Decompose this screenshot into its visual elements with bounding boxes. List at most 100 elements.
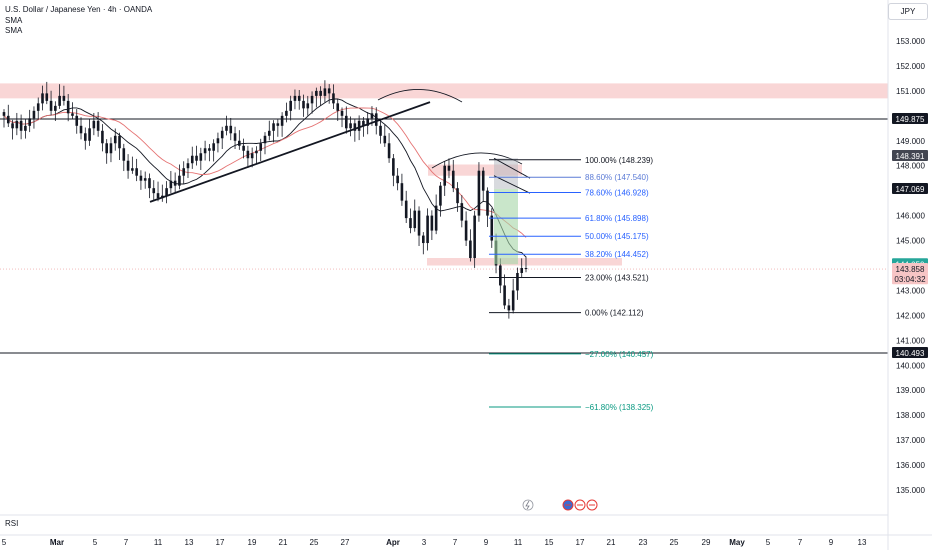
candle-body (400, 183, 404, 201)
candle-body (143, 178, 147, 181)
candle-body (165, 188, 168, 196)
candle-body (49, 100, 53, 111)
currency-button[interactable]: JPY (888, 3, 928, 20)
time-tick-label: 9 (484, 538, 489, 547)
candle-body (126, 160, 130, 171)
time-tick-label: 17 (216, 538, 225, 547)
resistance-zone (0, 83, 888, 99)
price-tick-label: 137.000 (896, 436, 925, 445)
sma-indicator-1[interactable]: SMA (5, 15, 23, 25)
candle-body (135, 168, 138, 176)
candle-body (131, 168, 134, 171)
candle-body (190, 155, 194, 164)
time-tick-label: 5 (2, 538, 7, 547)
time-tick-label: 7 (124, 538, 129, 547)
fib-level-label: −27.00% (140.457) (585, 350, 654, 359)
price-axis-badge-label: 147.069 (896, 185, 925, 194)
sma-indicator-2[interactable]: SMA (5, 26, 23, 35)
candle-body (122, 148, 126, 161)
price-tick-label: 141.000 (896, 336, 925, 345)
candle-body (156, 193, 160, 199)
price-axis-badge (892, 149, 928, 161)
candle-body (306, 103, 310, 109)
candle-body (6, 115, 10, 124)
time-tick-label: 25 (310, 538, 319, 547)
candle-body (41, 93, 44, 104)
candle-body (473, 215, 476, 259)
price-tick-label: 143.000 (896, 286, 925, 295)
time-tick-label: 21 (279, 538, 288, 547)
price-tick-label: 135.000 (896, 486, 925, 495)
candle-body (417, 210, 421, 236)
price-axis-badge-label: 148.391 (896, 152, 925, 161)
time-tick-label: 5 (766, 538, 771, 547)
candle-body (32, 110, 36, 119)
candle-body (276, 123, 280, 126)
candle-body (520, 267, 524, 273)
candle-body (490, 215, 494, 241)
price-axis-badge-label: 03:04:32 (894, 275, 926, 284)
candle-body (315, 90, 318, 96)
candle-body (503, 285, 506, 306)
candle-body (182, 168, 186, 176)
candle-body (267, 130, 271, 136)
candle-body (430, 215, 434, 231)
candle-body (272, 123, 275, 131)
time-tick-label: 7 (453, 538, 458, 547)
symbol-title[interactable]: U.S. Dollar / Japanese Yen · 4h · OANDA (5, 5, 153, 14)
candle-body (242, 145, 245, 151)
resistance-zone (428, 164, 522, 176)
candle-body (246, 150, 250, 159)
candle-body (524, 267, 528, 270)
candle-body (71, 113, 74, 116)
candle-body (443, 165, 447, 186)
candle-body (58, 95, 61, 106)
candle-body (344, 115, 348, 129)
candle-body (148, 178, 151, 189)
candle-body (186, 163, 190, 169)
candle-body (62, 95, 66, 101)
position-stop-zone (494, 158, 518, 189)
candle-body (45, 93, 49, 101)
price-tick-label: 153.000 (896, 37, 925, 46)
candle-body (439, 185, 442, 206)
price-axis-badge (892, 263, 928, 275)
time-tick-label: Mar (50, 538, 64, 547)
candle-body (387, 143, 391, 159)
candle-body (511, 290, 515, 311)
time-tick-label: 3 (422, 538, 427, 547)
candle-body (79, 125, 83, 134)
candle-body (332, 93, 335, 104)
candle-body (486, 190, 489, 216)
fib-level-label: 38.20% (144.452) (585, 250, 649, 259)
candle-body (392, 158, 395, 176)
candle-body (499, 265, 502, 286)
price-axis-badge-label: 140.493 (896, 349, 925, 358)
candle-body (238, 140, 241, 146)
candle-body (54, 105, 57, 111)
candle-body (212, 143, 215, 151)
time-tick-label: 13 (185, 538, 194, 547)
candle-body (24, 125, 27, 131)
candle-body (422, 235, 425, 244)
candle-body (404, 200, 408, 219)
candle-body (203, 148, 207, 154)
candle-body (464, 220, 468, 241)
candle-body (456, 188, 459, 204)
candle-body (109, 143, 113, 154)
fib-level-label: 50.00% (145.175) (585, 232, 649, 241)
resistance-zone (427, 258, 622, 266)
candle-body (259, 143, 263, 151)
candle-body (426, 215, 429, 244)
rsi-pane-label[interactable]: RSI (5, 519, 19, 528)
candle-body (374, 113, 378, 126)
candle-body (113, 135, 117, 144)
candle-body (370, 113, 374, 119)
candle-body (250, 153, 254, 159)
candle-body (409, 218, 412, 229)
candle-body (434, 205, 438, 231)
price-tick-label: 146.000 (896, 212, 925, 221)
price-axis-badge-label: 149.875 (896, 115, 925, 124)
